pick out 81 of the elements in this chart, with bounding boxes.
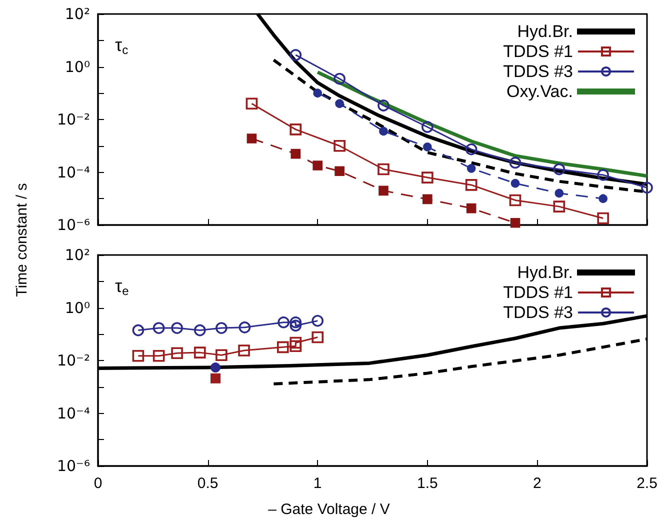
y-axis-title: Time constant / s — [14, 183, 30, 297]
point — [553, 163, 566, 176]
x-tick-label: 2 — [533, 475, 542, 492]
legend-label: TDDS #1 — [503, 42, 573, 61]
point — [313, 88, 322, 98]
point — [466, 164, 476, 173]
point — [465, 143, 478, 156]
point — [312, 331, 324, 344]
point — [510, 178, 520, 188]
point — [238, 321, 251, 334]
point — [171, 322, 183, 334]
point — [290, 320, 302, 332]
point — [171, 347, 183, 360]
x-tick-label: 2.5 — [636, 475, 658, 492]
point — [379, 126, 388, 136]
point — [422, 194, 432, 204]
legend-label: TDDS #3 — [503, 303, 573, 322]
legend-label: Hyd.Br. — [517, 263, 573, 282]
point — [278, 316, 290, 328]
point — [210, 362, 220, 373]
legend-label: Oxy.Vac. — [506, 82, 573, 101]
point — [290, 336, 302, 349]
point — [290, 340, 302, 352]
point — [378, 100, 390, 112]
y-tick-label: 10⁻⁴ — [56, 163, 90, 182]
point — [423, 142, 432, 152]
point — [334, 140, 346, 152]
point — [246, 134, 257, 144]
point — [597, 169, 609, 181]
y-tick-label: 10⁰ — [64, 58, 90, 76]
y-tick-label: 10⁰ — [64, 298, 90, 317]
point — [509, 156, 522, 169]
point — [597, 212, 609, 224]
point — [554, 188, 564, 198]
x-tick-label: 1 — [313, 475, 322, 492]
y-tick-label: 10⁻² — [56, 110, 90, 128]
point — [290, 49, 302, 61]
point — [132, 350, 144, 362]
point — [334, 166, 344, 176]
y-tick-label: 10⁻² — [56, 352, 90, 370]
point — [378, 186, 388, 196]
point — [238, 344, 250, 356]
y-tick-label: 10² — [64, 5, 90, 23]
point — [466, 203, 476, 214]
point — [132, 324, 144, 336]
point — [312, 160, 322, 170]
y-tick-label: 10² — [64, 246, 90, 264]
point — [152, 350, 165, 362]
point — [210, 373, 220, 384]
legend-label: TDDS #3 — [503, 62, 573, 81]
point — [216, 322, 228, 334]
point — [422, 172, 434, 184]
point — [290, 316, 302, 328]
point — [290, 124, 302, 136]
x-tick-label: 0 — [94, 475, 102, 492]
x-tick-label: 0.5 — [197, 475, 218, 492]
point — [553, 200, 566, 212]
point — [290, 148, 301, 159]
point — [335, 99, 344, 108]
point — [598, 194, 608, 204]
y-tick-label: 10⁻⁶ — [56, 457, 90, 475]
point — [246, 98, 258, 110]
point — [277, 341, 289, 354]
point — [334, 72, 346, 85]
legend-label: Hyd.Br. — [517, 22, 573, 41]
point — [194, 324, 206, 336]
point — [465, 179, 478, 191]
y-tick-label: 10⁻⁴ — [56, 404, 90, 422]
point — [510, 218, 520, 228]
y-tick-label: 10⁻⁶ — [56, 216, 90, 234]
point — [641, 182, 653, 194]
point — [312, 314, 324, 327]
point — [194, 346, 206, 358]
x-axis-title: – Gate Voltage / V — [268, 501, 390, 518]
point — [216, 349, 228, 362]
point — [152, 322, 165, 334]
point — [509, 194, 522, 206]
point — [378, 163, 390, 176]
point — [422, 121, 434, 133]
x-tick-label: 1.5 — [416, 475, 438, 492]
legend-label: TDDS #1 — [503, 283, 573, 302]
